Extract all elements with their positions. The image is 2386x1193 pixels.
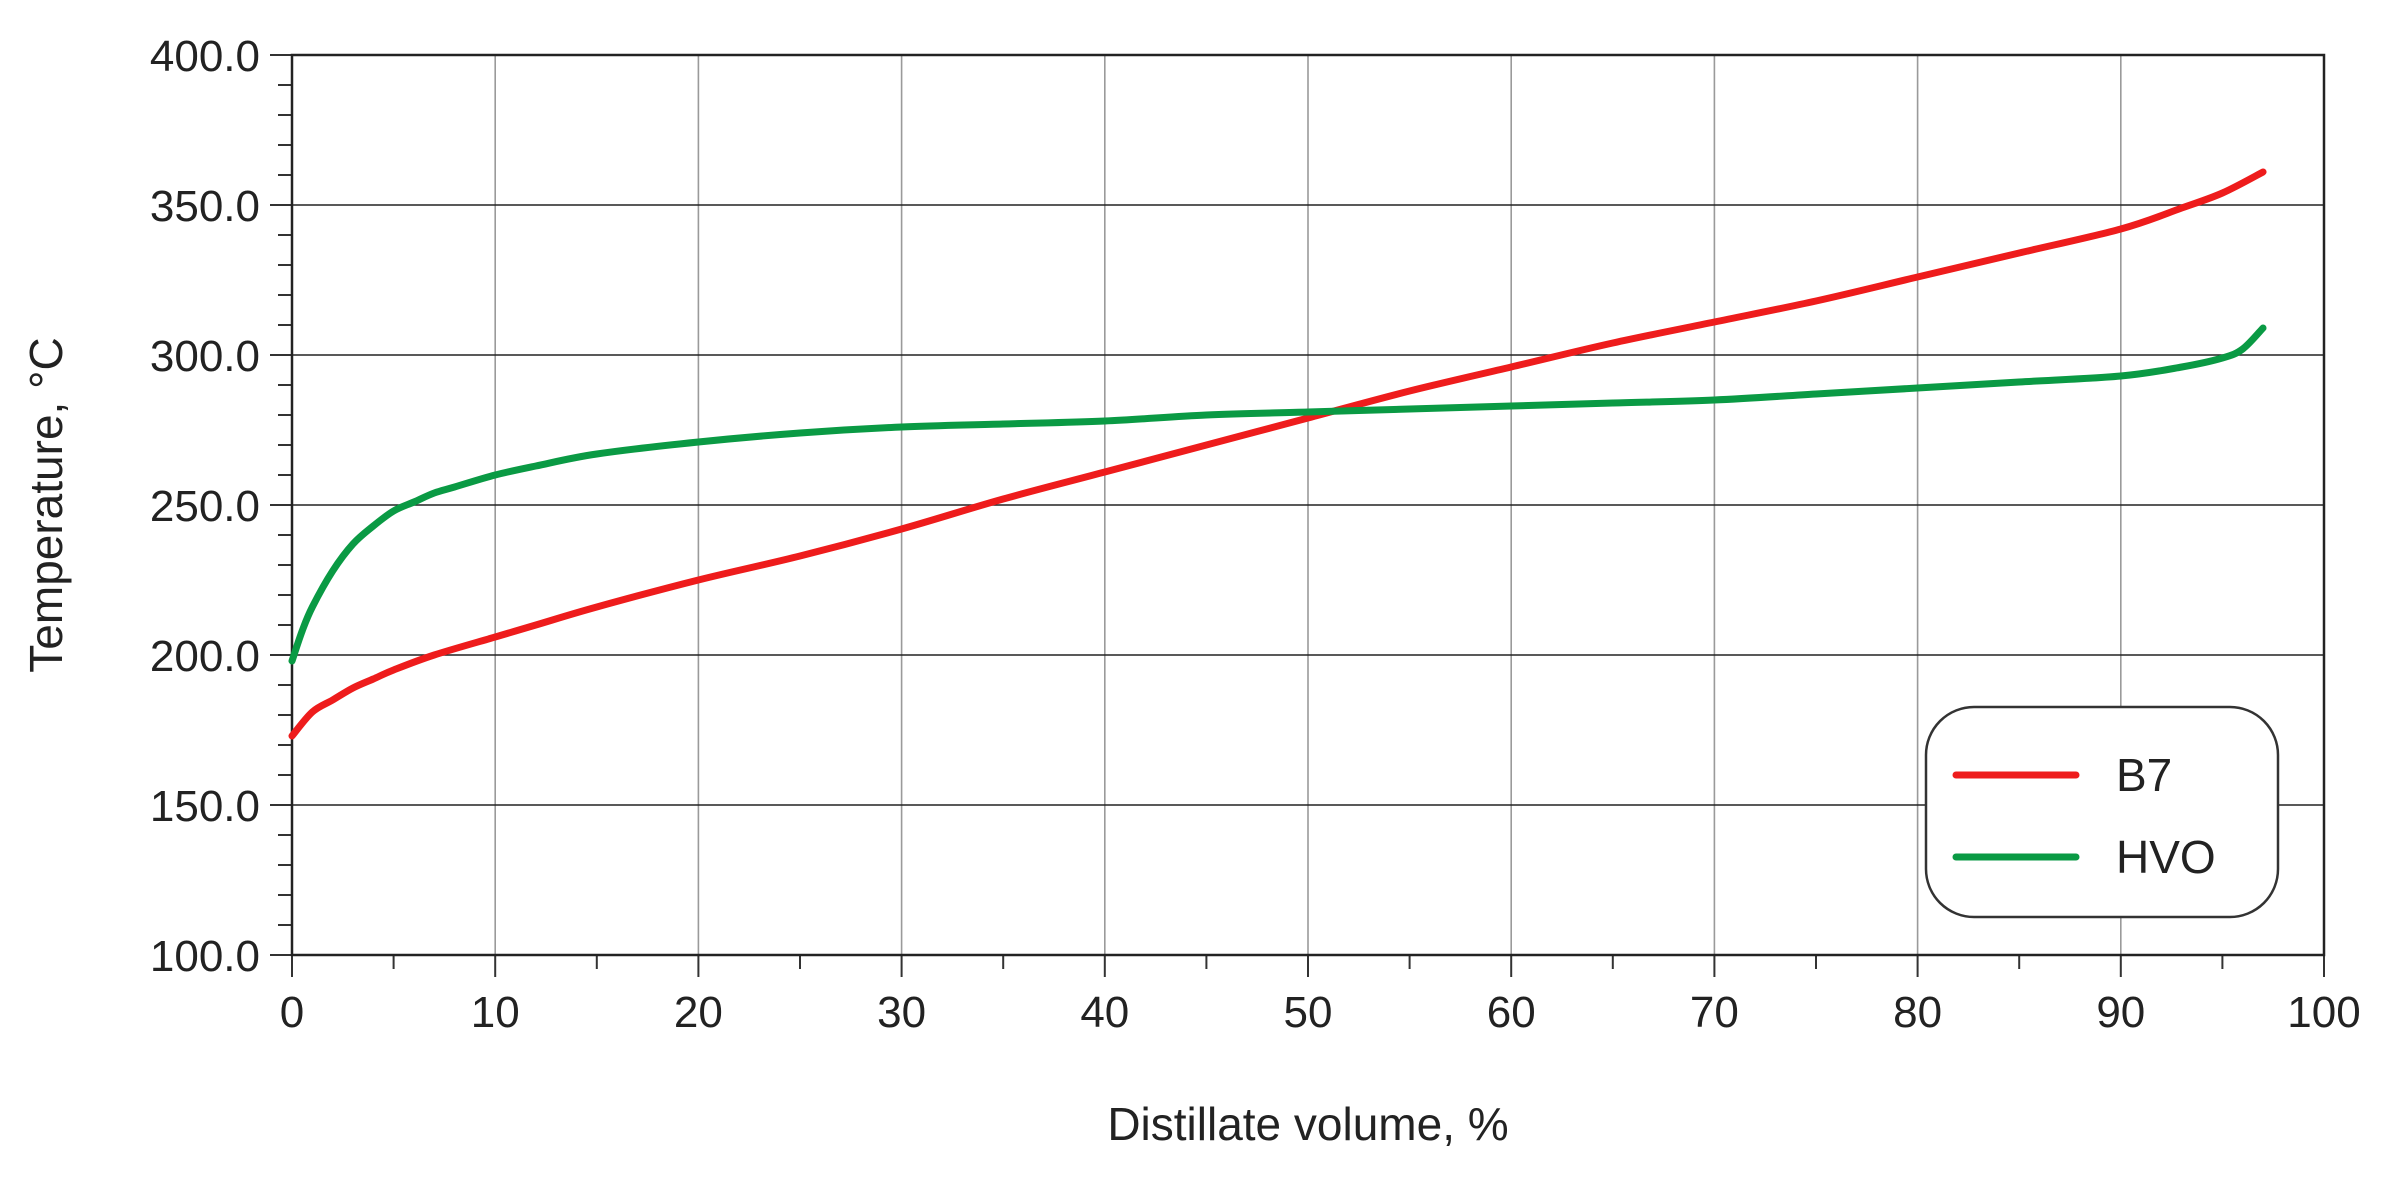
- y-axis-title: Temperature, °C: [20, 337, 72, 672]
- y-tick-label: 350.0: [150, 182, 260, 231]
- plot-area-frame: [290, 53, 2326, 957]
- legend-box: [1924, 705, 2280, 919]
- x-axis-title: Distillate volume, %: [1107, 1098, 1508, 1150]
- series-layer: [288, 168, 2267, 740]
- minor-ticks-layer: [270, 54, 2325, 977]
- y-tick-label: 400.0: [150, 32, 260, 81]
- y-tick-label: 100.0: [150, 932, 260, 981]
- x-tick-label: 80: [1893, 988, 1942, 1037]
- x-tick-label: 30: [877, 988, 926, 1037]
- y-tick-label: 300.0: [150, 332, 260, 381]
- x-tick-label: 20: [674, 988, 723, 1037]
- x-tick-label: 60: [1487, 988, 1536, 1037]
- x-tick-label: 50: [1284, 988, 1333, 1037]
- x-tick-label: 90: [2096, 988, 2145, 1037]
- y-tick-label: 200.0: [150, 632, 260, 681]
- series-line-hvo: [288, 324, 2267, 665]
- x-tick-label: 10: [471, 988, 520, 1037]
- y-tick-labels: 100.0 150.0 200.0 250.0 300.0 350.0 400.0: [150, 32, 260, 981]
- x-tick-label: 100: [2287, 988, 2360, 1037]
- y-tick-label: 150.0: [150, 782, 260, 831]
- legend-label-hvo: HVO: [2116, 831, 2216, 883]
- y-tick-label: 250.0: [150, 482, 260, 531]
- x-tick-label: 0: [280, 988, 304, 1037]
- x-tick-label: 40: [1080, 988, 1129, 1037]
- legend: B7 HVO: [1924, 705, 2280, 919]
- x-tick-labels: 0 10 20 30 40 50 60 70 80 90 100: [280, 988, 2361, 1037]
- x-tick-label: 70: [1690, 988, 1739, 1037]
- legend-label-b7: B7: [2116, 749, 2172, 801]
- series-line-b7: [288, 168, 2267, 740]
